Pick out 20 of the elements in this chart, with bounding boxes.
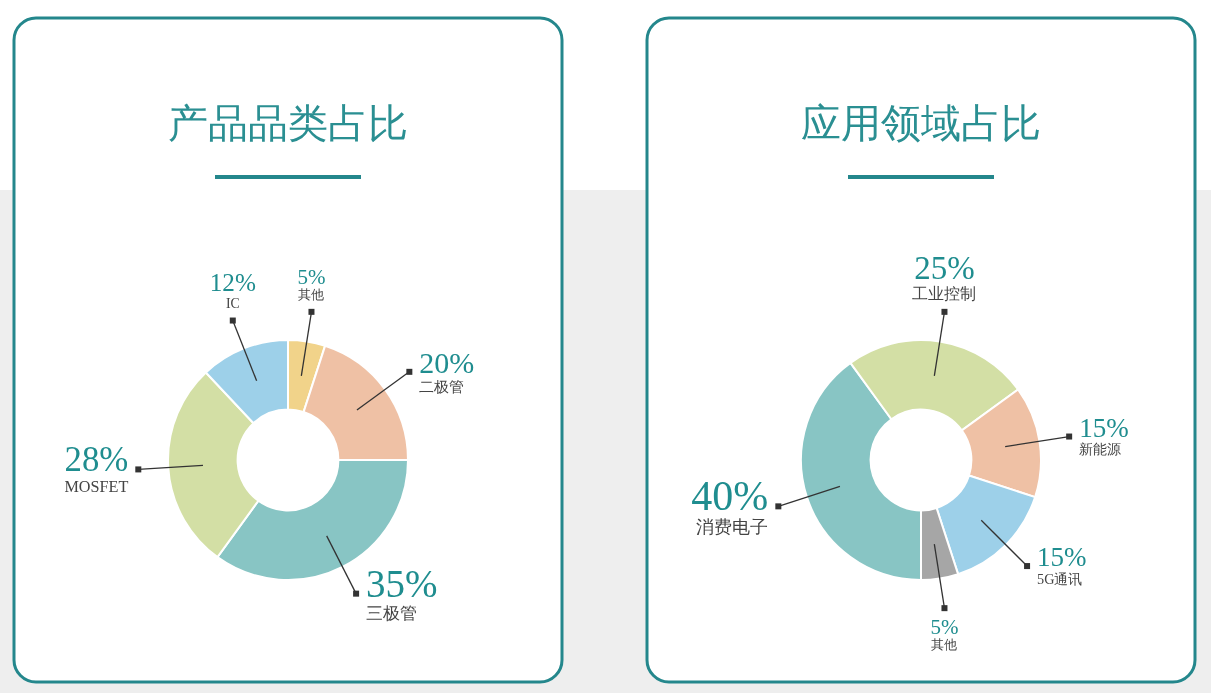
data-label: 5% [297, 264, 326, 289]
data-label: 12% [209, 268, 256, 296]
slice-label: 三极管 [366, 603, 418, 623]
slice-label: IC [225, 295, 240, 311]
slice-label: 其他 [931, 638, 958, 653]
slice-label: 5G通讯 [1037, 570, 1083, 587]
data-label: 28% [64, 440, 129, 480]
slice-label: 消费电子 [696, 517, 769, 538]
data-label: 5% [930, 615, 959, 639]
slice-label: 新能源 [1079, 441, 1122, 458]
slice-label: 其他 [298, 288, 325, 303]
data-label: 15% [1079, 412, 1129, 443]
slice-label: 二极管 [419, 378, 465, 395]
data-label: 20% [419, 345, 475, 379]
slice-label: 工业控制 [912, 285, 977, 303]
data-label: 15% [1037, 542, 1087, 573]
chart-title: 应用领域占比 [801, 101, 1041, 146]
slice-label: MOSFET [64, 478, 129, 497]
data-label: 35% [366, 561, 438, 605]
chart-title: 产品品类占比 [168, 101, 408, 146]
